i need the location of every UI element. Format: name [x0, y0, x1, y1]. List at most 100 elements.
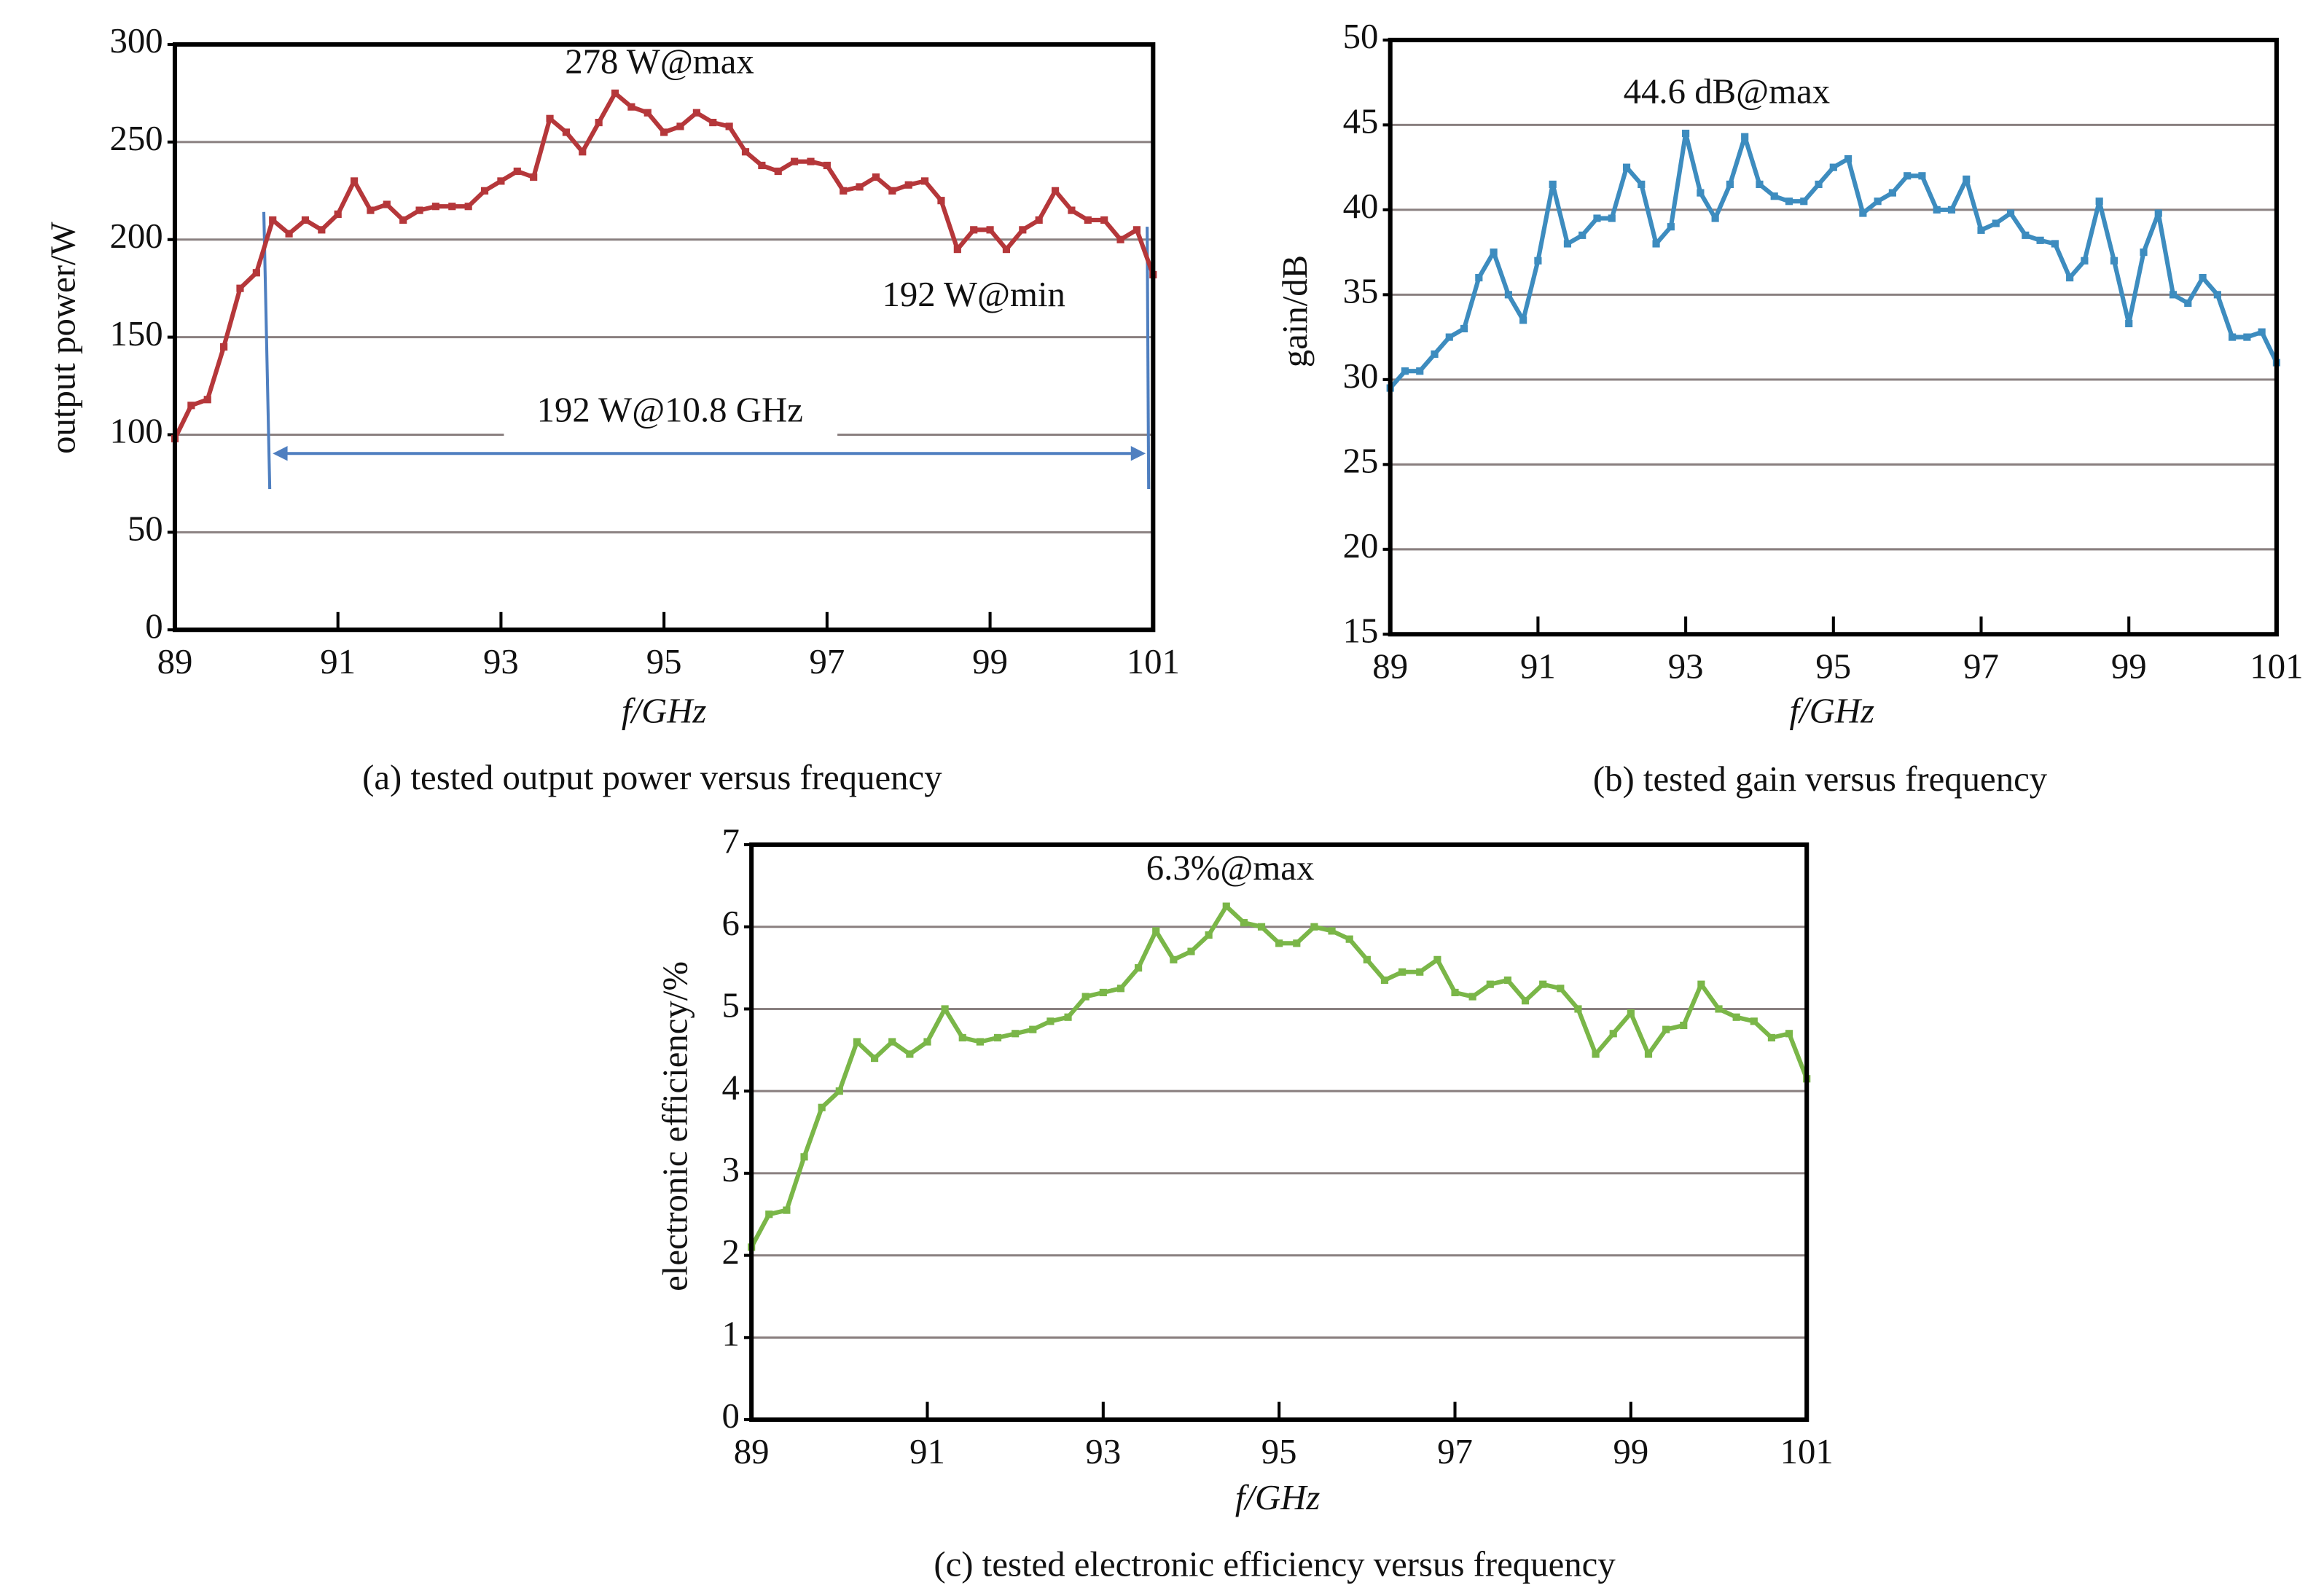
- data-point: [2169, 291, 2178, 299]
- data-point: [783, 1206, 791, 1214]
- data-point: [627, 103, 635, 111]
- x-tick-label: 99: [1613, 1432, 1648, 1471]
- data-point: [513, 167, 521, 176]
- y-tick-label: 40: [1343, 187, 1379, 226]
- data-point: [579, 148, 587, 156]
- y-tick-label: 150: [110, 314, 163, 353]
- y-tick-label: 50: [128, 509, 163, 549]
- data-point: [1035, 216, 1043, 224]
- data-point: [1310, 923, 1318, 931]
- data-point: [791, 157, 799, 165]
- x-tick-label: 99: [2111, 646, 2147, 686]
- data-point: [1539, 980, 1547, 988]
- data-point: [1345, 935, 1353, 943]
- x-tick-label: 101: [1127, 642, 1180, 681]
- data-point: [2213, 291, 2221, 299]
- data-point: [1046, 1017, 1055, 1025]
- y-tick-label: 0: [145, 606, 163, 646]
- data-point: [1534, 257, 1542, 265]
- data-point: [1992, 219, 2000, 227]
- data-point: [1002, 246, 1011, 254]
- data-point: [1627, 1009, 1635, 1017]
- y-tick-label: 7: [721, 821, 739, 861]
- data-point: [1578, 231, 1586, 239]
- data-point: [1682, 129, 1690, 138]
- data-point: [1475, 273, 1483, 282]
- data-point: [1574, 1005, 1582, 1013]
- data-point: [692, 109, 700, 117]
- y-tick-label: 0: [721, 1396, 739, 1436]
- data-point: [765, 1210, 773, 1218]
- x-tick-label: 91: [1520, 646, 1556, 686]
- caption: (b) tested gain versus frequency: [1593, 759, 2048, 799]
- data-point: [1445, 333, 1453, 341]
- data-point: [1081, 993, 1089, 1001]
- data-point: [562, 128, 570, 136]
- data-point: [2022, 231, 2030, 239]
- arrow-head: [273, 446, 288, 461]
- data-point: [970, 226, 978, 234]
- data-point: [1051, 187, 1060, 195]
- chart-panel: 0 50 100 150 200 250 300 89 91 93 95 97 99 101 output …: [44, 21, 1180, 797]
- data-point: [1732, 1013, 1740, 1021]
- data-point: [1770, 192, 1778, 200]
- y-axis-label: gain/dB: [1275, 255, 1315, 368]
- data-point: [941, 1005, 949, 1013]
- chart-panel: 15 20 25 30 35 40 45 50 89 91 93 95 97 99 101 gain/dB f/…: [1275, 17, 2304, 799]
- y-tick-label: 25: [1343, 442, 1379, 481]
- data-point: [1084, 216, 1092, 224]
- data-point: [1019, 226, 1027, 234]
- data-point: [1947, 206, 1956, 214]
- data-point: [870, 1055, 879, 1063]
- data-point: [923, 1038, 931, 1046]
- data-point: [1519, 316, 1527, 324]
- x-tick-label: 89: [1372, 646, 1408, 686]
- data-point: [2125, 319, 2133, 328]
- x-tick-label: 91: [320, 642, 356, 681]
- data-point: [1068, 206, 1076, 214]
- y-tick-label: 30: [1343, 356, 1379, 396]
- data-point: [2051, 240, 2059, 248]
- annotation: 6.3%@max: [1146, 848, 1315, 888]
- annotation: 192 W@min: [882, 275, 1065, 314]
- data-point: [1815, 180, 1823, 189]
- data-point: [1697, 189, 1705, 197]
- plot-frame: [749, 842, 1809, 1423]
- data-point: [823, 161, 831, 170]
- x-axis-label: f/GHz: [622, 691, 707, 730]
- data-point: [741, 148, 750, 156]
- data-point: [1222, 902, 1230, 910]
- data-point: [888, 187, 896, 195]
- x-tick-label: 91: [909, 1432, 945, 1471]
- x-axis-label: f/GHz: [1235, 1478, 1321, 1517]
- data-point: [367, 206, 375, 214]
- data-point: [399, 216, 407, 224]
- annotation: 278 W@max: [565, 42, 754, 82]
- x-tick-label: 89: [157, 642, 193, 681]
- data-point: [807, 157, 815, 165]
- data-point: [1638, 180, 1646, 189]
- annotation: 44.6 dB@max: [1624, 71, 1831, 111]
- data-point: [1874, 197, 1882, 206]
- data-point: [1135, 964, 1143, 972]
- data-point: [431, 203, 440, 211]
- data-point: [2243, 333, 2251, 341]
- data-point: [888, 1038, 896, 1046]
- data-point: [1099, 988, 1107, 997]
- data-point: [1064, 1013, 1072, 1021]
- data-point: [1398, 968, 1406, 976]
- data-point: [350, 177, 359, 185]
- data-point: [1662, 1025, 1670, 1033]
- x-tick-label: 95: [1261, 1432, 1297, 1471]
- x-tick-label: 95: [646, 642, 682, 681]
- data-point: [1549, 180, 1557, 189]
- data-point: [725, 122, 733, 130]
- caption: (a) tested output power versus frequency: [362, 758, 942, 797]
- data-point: [953, 246, 961, 254]
- data-point: [480, 187, 489, 195]
- data-point: [906, 1050, 914, 1058]
- data-point: [1756, 180, 1764, 189]
- data-point: [1785, 1030, 1793, 1038]
- x-tick-label: 97: [1437, 1432, 1473, 1471]
